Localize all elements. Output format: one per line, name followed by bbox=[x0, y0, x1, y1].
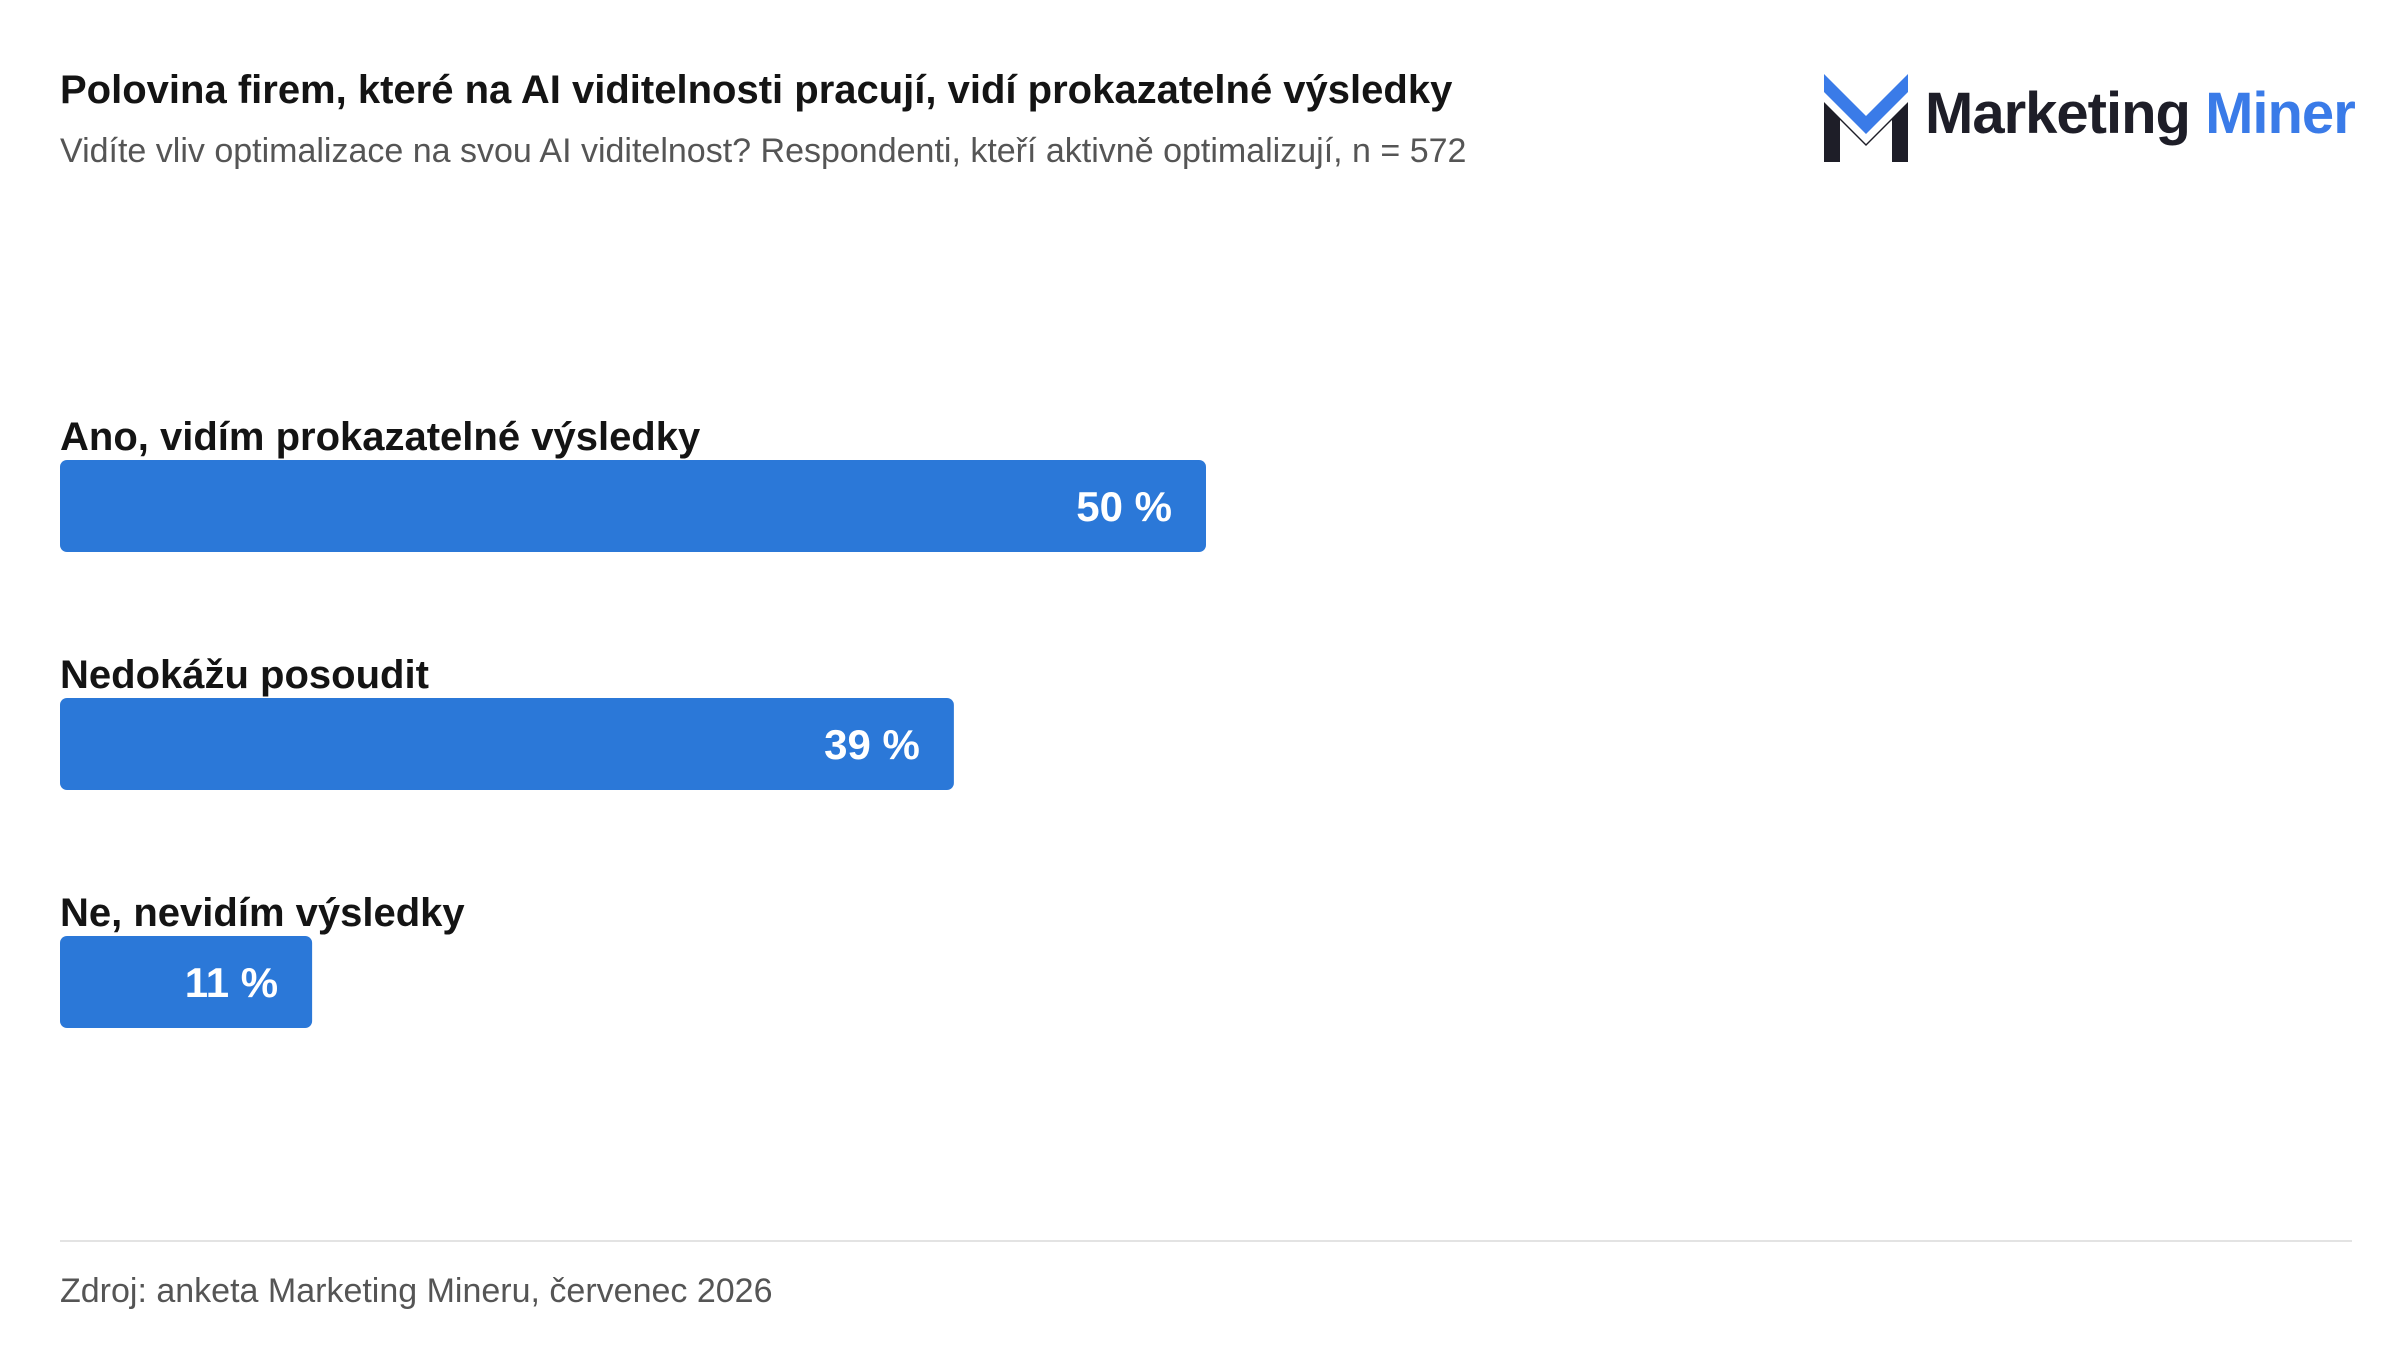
category-label: Ano, vidím prokazatelné výsledky bbox=[60, 415, 701, 459]
category-label: Ne, nevidím výsledky bbox=[60, 891, 465, 935]
logo-m-icon bbox=[1824, 74, 1908, 162]
bar-value-label: 39 % bbox=[824, 721, 920, 768]
bar bbox=[60, 460, 1206, 552]
bar bbox=[60, 698, 954, 790]
logo-word-miner: Miner bbox=[2205, 81, 2356, 146]
bar-value-label: 50 % bbox=[1076, 483, 1172, 530]
chart-title: Polovina firem, které na AI viditelnosti… bbox=[60, 68, 1453, 112]
logo-word-marketing: Marketing bbox=[1925, 81, 2191, 146]
bar bbox=[60, 936, 313, 1028]
category-label: Nedokážu posoudit bbox=[60, 653, 429, 697]
footer-divider bbox=[60, 1240, 2352, 1242]
source-note: Zdroj: anketa Marketing Mineru, červenec… bbox=[60, 1272, 773, 1310]
bar-chart: Ano, vidím prokazatelné výsledky 50 % Nedo… bbox=[60, 415, 1206, 1028]
marketing-miner-logo: Marketing Miner bbox=[1820, 70, 2360, 166]
bar-value-label: 11 % bbox=[185, 959, 278, 1006]
logo-wordmark: Marketing Miner bbox=[1925, 80, 2356, 147]
chart-subtitle: Vidíte vliv optimalizace na svou AI vidi… bbox=[60, 132, 1467, 170]
